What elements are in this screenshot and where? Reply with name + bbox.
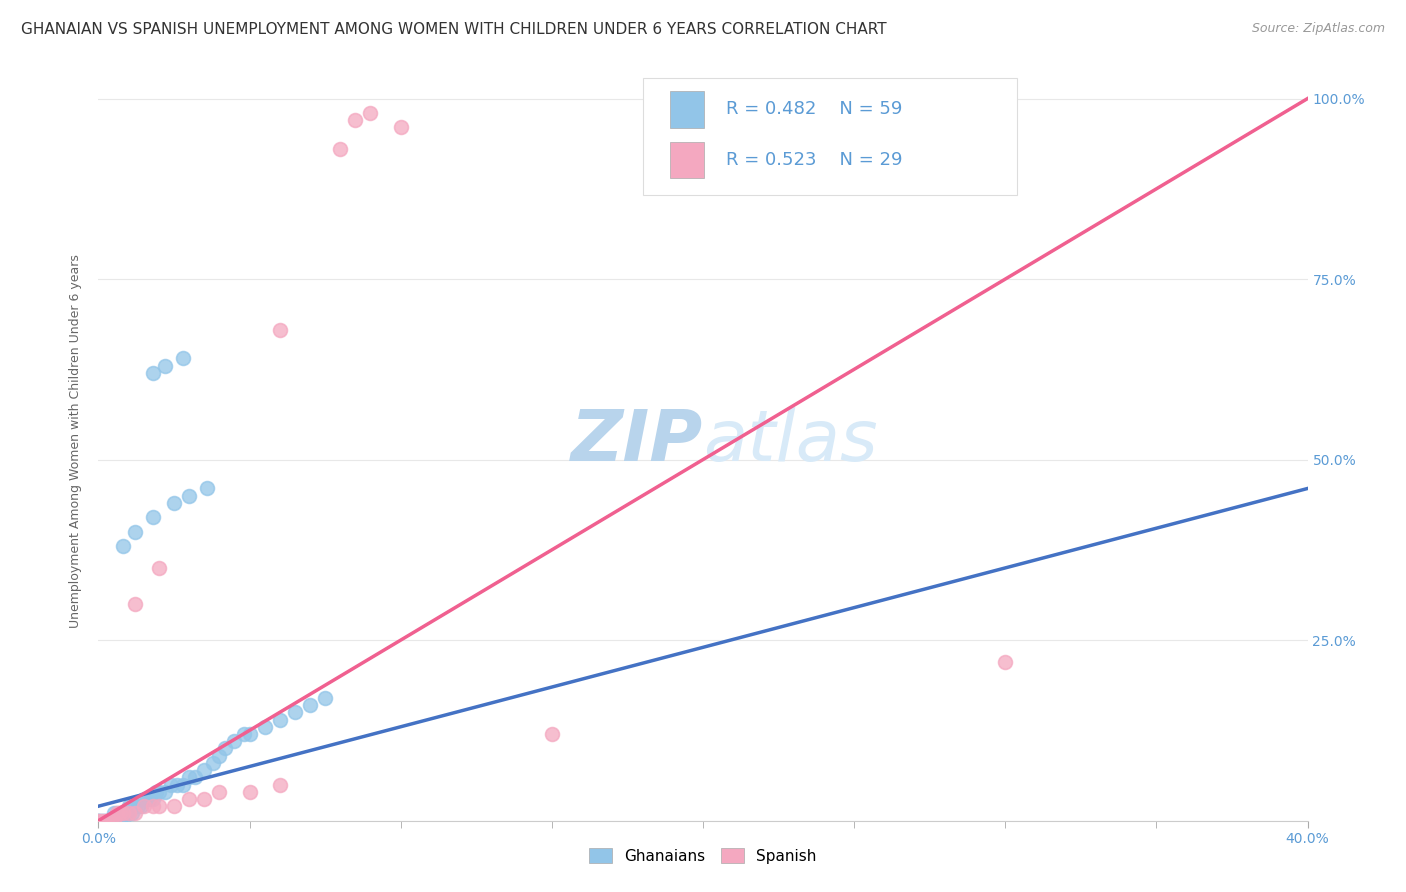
Point: [172, 778, 194, 792]
Point: [100, 814, 122, 828]
Point: [284, 706, 307, 720]
Point: [193, 792, 215, 806]
Text: R = 0.523    N = 29: R = 0.523 N = 29: [725, 151, 903, 169]
Point: [103, 806, 125, 821]
Point: [103, 814, 125, 828]
Point: [269, 778, 291, 792]
Point: [87, 814, 110, 828]
Point: [103, 814, 125, 828]
Point: [90, 814, 112, 828]
Text: GHANAIAN VS SPANISH UNEMPLOYMENT AMONG WOMEN WITH CHILDREN UNDER 6 YEARS CORRELA: GHANAIAN VS SPANISH UNEMPLOYMENT AMONG W…: [21, 22, 887, 37]
Point: [142, 799, 165, 814]
Point: [118, 799, 141, 814]
Legend: Ghanaians, Spanish: Ghanaians, Spanish: [583, 842, 823, 870]
Point: [111, 814, 134, 828]
Point: [100, 814, 122, 828]
Point: [314, 690, 336, 705]
Point: [163, 496, 186, 510]
Point: [87, 814, 110, 828]
Point: [142, 792, 165, 806]
Point: [239, 727, 262, 741]
FancyBboxPatch shape: [671, 91, 704, 128]
Point: [239, 785, 262, 799]
Point: [299, 698, 322, 712]
Point: [195, 482, 218, 496]
Point: [153, 359, 176, 373]
Point: [142, 366, 165, 380]
Point: [179, 770, 201, 784]
Point: [90, 814, 112, 828]
Point: [127, 799, 149, 814]
Point: [108, 806, 131, 821]
Point: [135, 792, 157, 806]
Point: [179, 792, 201, 806]
Point: [132, 799, 155, 814]
Point: [160, 778, 183, 792]
Point: [124, 806, 146, 821]
FancyBboxPatch shape: [671, 142, 704, 178]
Text: ZIP: ZIP: [571, 407, 703, 476]
Point: [224, 734, 246, 748]
Point: [994, 655, 1017, 669]
FancyBboxPatch shape: [643, 78, 1018, 195]
Point: [108, 806, 131, 821]
Point: [139, 792, 162, 806]
Point: [124, 524, 146, 539]
Point: [179, 489, 201, 503]
Point: [108, 814, 131, 828]
Point: [118, 806, 141, 821]
Point: [540, 727, 562, 741]
Point: [214, 741, 236, 756]
Point: [96, 814, 118, 828]
Point: [105, 806, 128, 821]
Point: [344, 113, 367, 128]
Point: [111, 806, 134, 821]
Point: [87, 814, 110, 828]
Point: [96, 814, 118, 828]
Point: [114, 806, 136, 821]
Point: [121, 806, 143, 821]
Point: [172, 351, 194, 366]
Point: [124, 799, 146, 814]
Y-axis label: Unemployment Among Women with Children Under 6 years: Unemployment Among Women with Children U…: [69, 254, 83, 629]
Text: Source: ZipAtlas.com: Source: ZipAtlas.com: [1251, 22, 1385, 36]
Point: [389, 120, 412, 135]
Point: [360, 106, 382, 120]
Text: atlas: atlas: [703, 407, 877, 476]
Point: [202, 756, 225, 770]
Point: [208, 785, 231, 799]
Text: R = 0.482    N = 59: R = 0.482 N = 59: [725, 101, 903, 119]
Point: [148, 561, 170, 575]
Point: [93, 814, 115, 828]
Point: [129, 799, 152, 814]
Point: [269, 323, 291, 337]
Point: [142, 510, 165, 524]
Point: [96, 814, 118, 828]
Point: [269, 713, 291, 727]
Point: [132, 792, 155, 806]
Point: [232, 727, 254, 741]
Point: [93, 814, 115, 828]
Point: [111, 806, 134, 821]
Point: [163, 799, 186, 814]
Point: [90, 814, 112, 828]
Point: [124, 597, 146, 611]
Point: [111, 539, 134, 553]
Point: [153, 785, 176, 799]
Point: [145, 785, 167, 799]
Point: [184, 770, 207, 784]
Point: [166, 778, 188, 792]
Point: [148, 785, 170, 799]
Point: [93, 814, 115, 828]
Point: [193, 763, 215, 777]
Point: [253, 720, 276, 734]
Point: [100, 814, 122, 828]
Point: [208, 748, 231, 763]
Point: [329, 142, 352, 156]
Point: [105, 814, 128, 828]
Point: [105, 806, 128, 821]
Point: [87, 814, 110, 828]
Point: [148, 799, 170, 814]
Point: [118, 806, 141, 821]
